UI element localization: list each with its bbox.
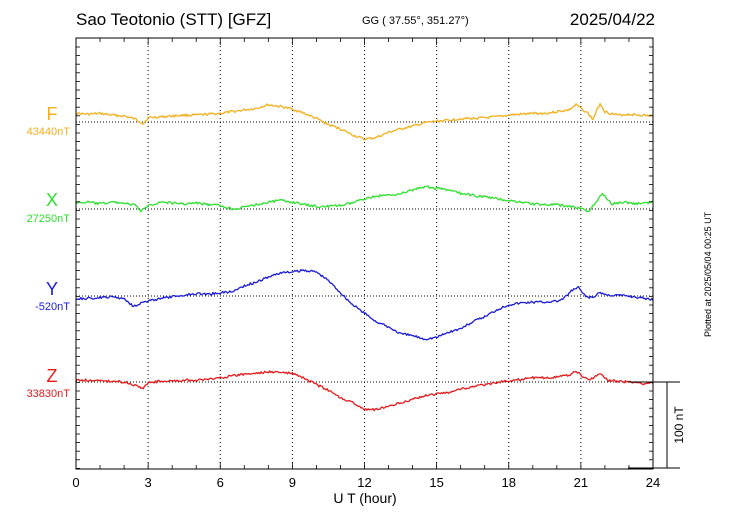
scale-bar: 100 nT	[628, 381, 686, 469]
series-label-z: Z	[46, 366, 58, 386]
trace-x	[75, 185, 654, 213]
trace-f	[75, 102, 654, 141]
x-tick-label-21: 21	[574, 475, 588, 490]
trace-z	[75, 370, 654, 412]
data-traces	[75, 102, 654, 412]
trace-y	[75, 269, 654, 341]
x-tick-label-0: 0	[72, 475, 79, 490]
x-tick-label-15: 15	[429, 475, 443, 490]
baseline-label-z: 33830nT	[26, 388, 70, 400]
series-label-x: X	[45, 190, 58, 210]
x-tick-label-24: 24	[646, 475, 660, 490]
scale-bar-label: 100 nT	[672, 406, 686, 444]
grid-lines	[147, 38, 582, 469]
date-label: 2025/04/22	[569, 10, 655, 29]
x-tick-label-9: 9	[289, 475, 296, 490]
y-tick-marks	[76, 46, 653, 469]
baseline-label-f: 43440nT	[26, 126, 70, 138]
x-tick-label-12: 12	[357, 475, 371, 490]
baseline-label-x: 27250nT	[26, 213, 70, 225]
x-tick-marks	[75, 38, 654, 469]
plotted-timestamp: Plotted at 2025/05/04 00:25 UT	[703, 211, 713, 337]
x-tick-label-3: 3	[145, 475, 152, 490]
x-tick-label-18: 18	[502, 475, 516, 490]
coordinates-label: GG ( 37.55°, 351.27°)	[362, 15, 469, 27]
x-tick-labels: 0 3 6 9 12 15 18 21 24	[72, 475, 660, 490]
station-title: Sao Teotonio (STT) [GFZ]	[76, 10, 272, 29]
baselines	[76, 121, 653, 383]
baseline-label-y: -520nT	[35, 301, 70, 313]
x-tick-label-6: 6	[217, 475, 224, 490]
series-label-f: F	[46, 104, 58, 124]
series-label-y: Y	[45, 279, 58, 299]
